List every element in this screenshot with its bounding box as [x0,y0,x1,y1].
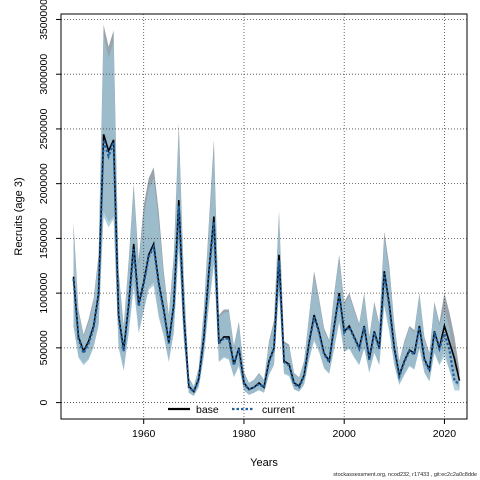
plot-frame [60,13,468,420]
y-tick-label-0: 0 [38,400,50,406]
y-tick-label-500000: 500000 [38,330,50,365]
legend-current-label: current [262,404,295,416]
legend: base current [168,404,295,416]
base-confidence-band [73,24,460,397]
y-tick-label-1500000: 1500000 [38,218,50,259]
series-lines [72,134,461,394]
plot-area [60,13,468,420]
footer-caption: stockassessment.org, ncod232, r17433 , g… [333,472,477,478]
current-line [72,139,461,394]
legend-base-label: base [196,404,219,416]
y-axis: 0 500000 1000000 1500000 2000000 2500000 30000… [38,0,61,406]
y-tick-label-1000000: 1000000 [38,273,50,314]
x-tick-label-2000: 2000 [333,428,357,440]
y-tick-label-3000000: 3000000 [38,54,50,95]
y-tick-label-3500000: 3500000 [38,0,50,40]
y-tick-label-2500000: 2500000 [38,108,50,149]
y-axis-title: Recruits (age 3) [13,177,25,255]
y-tick-label-2000000: 2000000 [38,163,50,204]
current-confidence-band [73,35,460,397]
x-axis: 1960 1980 2000 2020 [132,419,456,440]
x-tick-label-1960: 1960 [132,428,156,440]
x-tick-label-1980: 1980 [232,428,256,440]
x-axis-title: Years [250,457,278,469]
confidence-bands [73,24,460,397]
x-tick-label-2020: 2020 [433,428,457,440]
